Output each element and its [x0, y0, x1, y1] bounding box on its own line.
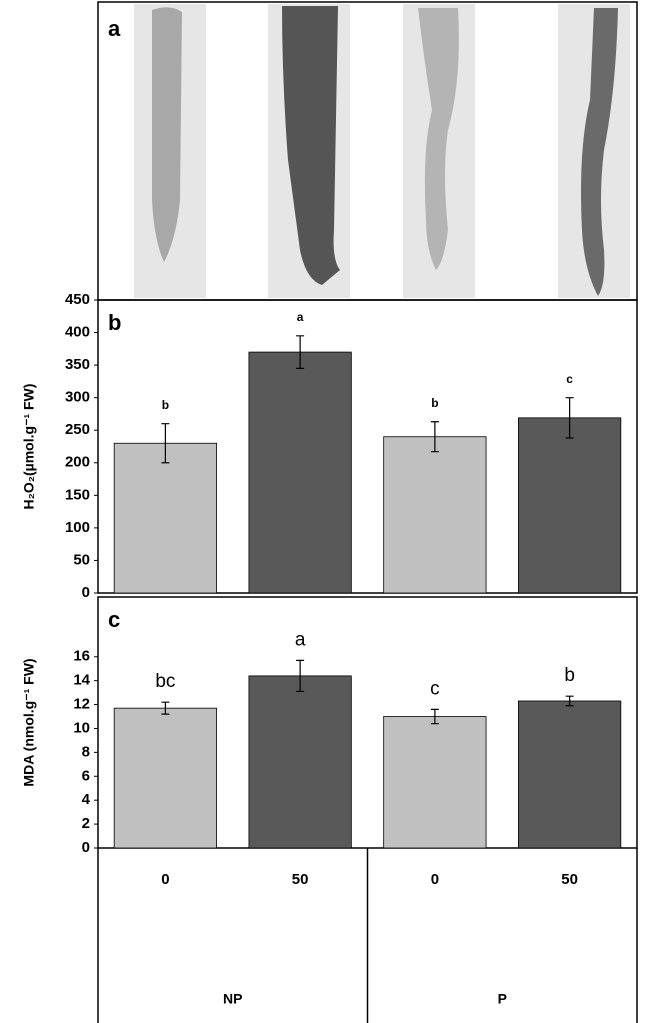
y-tick-label: 16 [73, 648, 90, 665]
error-bar [565, 695, 574, 707]
root [418, 8, 459, 270]
y-tick-label: 400 [65, 324, 90, 341]
y-tick-label: 14 [73, 672, 90, 689]
y-tick-label: 300 [65, 389, 90, 406]
bar [518, 700, 622, 849]
x-tick-label: 0 [161, 871, 169, 888]
y-tick-label: 250 [65, 421, 90, 438]
significance-label: b [564, 665, 575, 686]
significance-label: a [297, 310, 304, 324]
significance-label: c [430, 678, 440, 699]
root [282, 6, 340, 285]
y-tick-label: 50 [73, 551, 90, 568]
error-bar [296, 335, 305, 369]
significance-label: b [431, 396, 438, 410]
x-group-label: NP [223, 991, 242, 1007]
y-tick-label: 0 [82, 839, 90, 856]
significance-label: b [162, 398, 169, 412]
y-axis-label: MDA (nmol.g⁻¹ FW) [21, 658, 37, 786]
bar [248, 351, 352, 594]
x-tick-label: 50 [292, 871, 309, 888]
x-tick-label: 0 [431, 871, 439, 888]
x-group-label: P [498, 991, 507, 1007]
panel-label: b [108, 310, 121, 335]
x-tick-label: 50 [561, 871, 578, 888]
plot-frame [97, 299, 638, 594]
y-tick-label: 10 [73, 719, 90, 736]
y-tick-label: 12 [73, 696, 90, 713]
error-bar [296, 659, 305, 693]
root [152, 7, 182, 262]
y-tick-label: 200 [65, 454, 90, 471]
bar [248, 675, 352, 849]
significance-label: a [295, 629, 306, 650]
root [581, 8, 618, 296]
y-tick-label: 8 [82, 743, 90, 760]
error-bar [565, 397, 574, 439]
y-axis-label: H₂O₂(µmol.g⁻¹ FW) [21, 384, 37, 510]
y-tick-label: 4 [82, 791, 91, 808]
bar [383, 716, 487, 849]
panel-label: a [108, 16, 121, 41]
bar [113, 707, 217, 849]
significance-label: bc [155, 671, 175, 692]
y-tick-label: 100 [65, 519, 90, 536]
y-tick-label: 450 [65, 291, 90, 308]
y-tick-label: 350 [65, 356, 90, 373]
error-bar [430, 708, 439, 725]
y-tick-label: 2 [82, 815, 90, 832]
bar [518, 417, 622, 594]
root-images: a [97, 1, 638, 301]
y-tick-label: 6 [82, 767, 90, 784]
panel-label: c [108, 607, 120, 632]
y-tick-label: 150 [65, 486, 90, 503]
error-bar [161, 701, 170, 715]
significance-label: c [566, 372, 573, 386]
error-bar [430, 421, 439, 453]
bar [113, 442, 217, 594]
bar [383, 436, 487, 594]
y-tick-label: 0 [82, 584, 90, 601]
error-bar [161, 423, 170, 464]
